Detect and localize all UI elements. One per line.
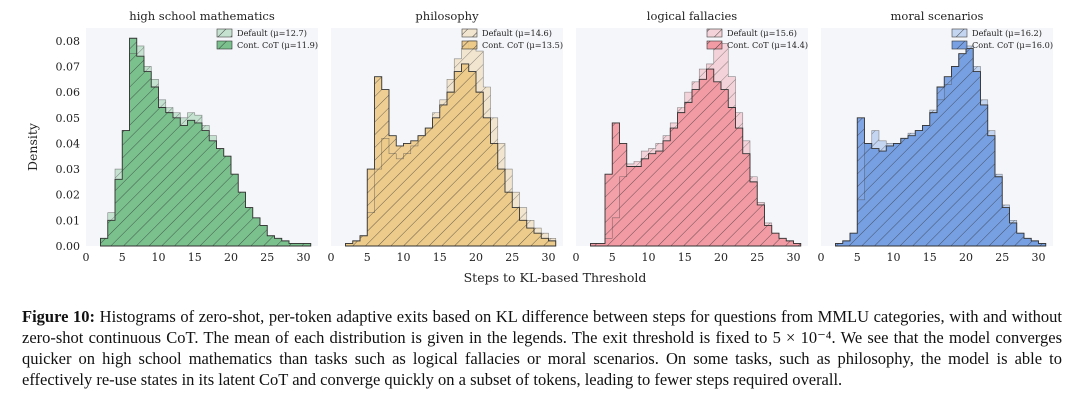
legend-label-cot: Cont. CoT (μ=11.9) <box>237 40 318 50</box>
legend-swatch-default-hatch <box>952 29 967 37</box>
panel-title: high school mathematics <box>129 9 275 23</box>
legend-label-cot: Cont. CoT (μ=13.5) <box>482 40 563 50</box>
x-tick-label: 20 <box>959 251 973 264</box>
x-tick-label: 25 <box>750 251 764 264</box>
legend-swatch-cot-hatch <box>462 41 477 49</box>
series-cot-outline <box>100 37 312 247</box>
legend-swatch-default-hatch <box>462 29 477 37</box>
legend-swatch-default-hatch <box>217 29 232 37</box>
legend-label-default: Default (μ=14.6) <box>482 28 552 38</box>
legend-label-default: Default (μ=16.2) <box>972 28 1042 38</box>
x-tick-label: 25 <box>260 251 274 264</box>
x-axis-label: Steps to KL-based Threshold <box>464 270 647 285</box>
x-tick-label: 30 <box>787 251 801 264</box>
legend-swatch-default-hatch <box>707 29 722 37</box>
legend-label-default: Default (μ=15.6) <box>727 28 797 38</box>
legend-label-cot: Cont. CoT (μ=14.4) <box>727 40 808 50</box>
series-cot-outline <box>835 48 1047 247</box>
x-tick-label: 0 <box>83 251 90 264</box>
series-cot-outline <box>345 63 557 247</box>
series-cot-hatch <box>100 38 311 247</box>
y-tick-label: 0.00 <box>56 240 81 253</box>
x-tick-label: 30 <box>1032 251 1046 264</box>
series-cot-hatch <box>590 69 801 246</box>
x-tick-label: 10 <box>152 251 166 264</box>
x-tick-label: 5 <box>119 251 126 264</box>
x-tick-label: 10 <box>887 251 901 264</box>
panel-philosophy: philosophy 0 5 10 15 20 25 30 Default (μ=14.6) Co… <box>328 9 564 264</box>
y-tick-label: 0.06 <box>56 86 81 99</box>
panel-title: moral scenarios <box>891 9 984 23</box>
series-cot-outline <box>590 68 802 247</box>
y-tick-label: 0.04 <box>56 137 81 150</box>
x-tick-label: 20 <box>469 251 483 264</box>
y-tick-label: 0.02 <box>56 189 81 202</box>
x-tick-label: 30 <box>542 251 556 264</box>
y-tick-label: 0.07 <box>56 60 81 73</box>
legend-swatch-cot-hatch <box>217 41 232 49</box>
panel-logical-fallacies: logical fallacies 0 5 10 15 20 25 30 Default (μ=… <box>573 9 809 264</box>
x-tick-label: 5 <box>364 251 371 264</box>
y-tick-label: 0.05 <box>56 112 81 125</box>
x-tick-label: 15 <box>433 251 447 264</box>
x-tick-label: 20 <box>714 251 728 264</box>
x-tick-label: 5 <box>609 251 616 264</box>
series-cot-hatch <box>345 63 556 246</box>
legend-swatch-cot-hatch <box>707 41 722 49</box>
x-tick-label: 0 <box>328 251 335 264</box>
panel-moral-scenarios: moral scenarios 0 5 10 15 20 25 30 Default (μ=16… <box>818 9 1054 264</box>
x-tick-label: 10 <box>397 251 411 264</box>
x-tick-label: 25 <box>995 251 1009 264</box>
x-tick-label: 15 <box>188 251 202 264</box>
series-cot-hatch <box>835 48 1046 247</box>
panel-title: logical fallacies <box>647 9 738 23</box>
x-tick-label: 0 <box>573 251 580 264</box>
legend-swatch-cot-hatch <box>952 41 967 49</box>
panel-high-school-mathematics: high school mathematics 0 5 10 15 20 25 30 0.00 0… <box>56 9 319 264</box>
caption-text: Histograms of zero-shot, per-token adapt… <box>22 307 1062 389</box>
x-tick-label: 30 <box>297 251 311 264</box>
y-tick-label: 0.01 <box>56 214 81 227</box>
x-tick-label: 10 <box>642 251 656 264</box>
x-tick-label: 15 <box>923 251 937 264</box>
x-tick-label: 0 <box>818 251 825 264</box>
legend-label-cot: Cont. CoT (μ=16.0) <box>972 40 1053 50</box>
y-tick-label: 0.08 <box>56 35 81 48</box>
x-tick-label: 20 <box>224 251 238 264</box>
caption-label: Figure 10: <box>22 307 96 326</box>
legend-label-default: Default (μ=12.7) <box>237 28 307 38</box>
figure-caption: Figure 10: Histograms of zero-shot, per-… <box>22 306 1062 390</box>
y-tick-label: 0.03 <box>56 163 81 176</box>
y-axis-label: Density <box>25 122 40 171</box>
x-tick-label: 15 <box>678 251 692 264</box>
panel-title: philosophy <box>415 9 479 23</box>
x-tick-label: 25 <box>505 251 519 264</box>
x-tick-label: 5 <box>854 251 861 264</box>
